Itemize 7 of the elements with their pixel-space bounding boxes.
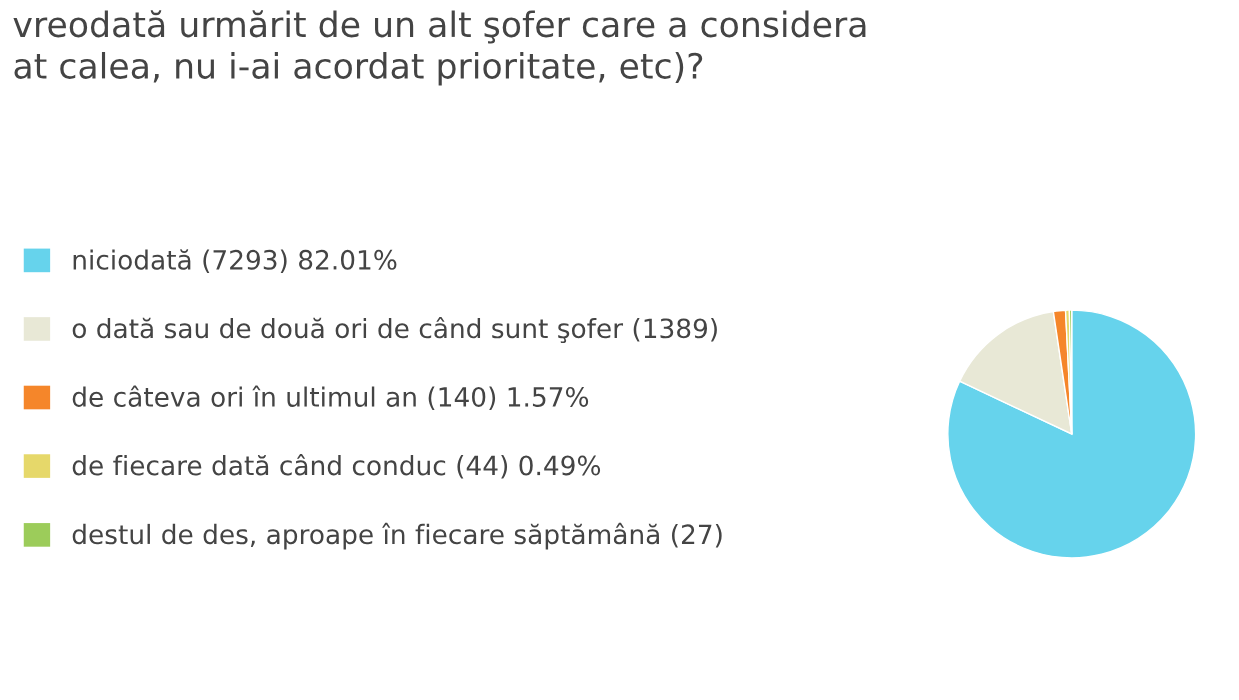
pie-slice	[947, 309, 1197, 559]
legend-label: destul de des, aproape în fiecare săptămână (27)	[72, 522, 722, 550]
legend-label: o dată sau de două ori de când sunt şofer (1389)	[72, 316, 717, 344]
chart-title: vreodată urmărit de un alt şofer care a considera at calea, nu i-ai acordat prioritate, etc)?	[13, 10, 866, 86]
legend-label: niciodată (7293) 82.01%	[73, 249, 397, 273]
legend-label: de câteva ori în ultimul an (140) 1.57%	[72, 385, 589, 411]
legend-label: de fiecare dată când conduc (44) 0.49%	[72, 454, 601, 479]
